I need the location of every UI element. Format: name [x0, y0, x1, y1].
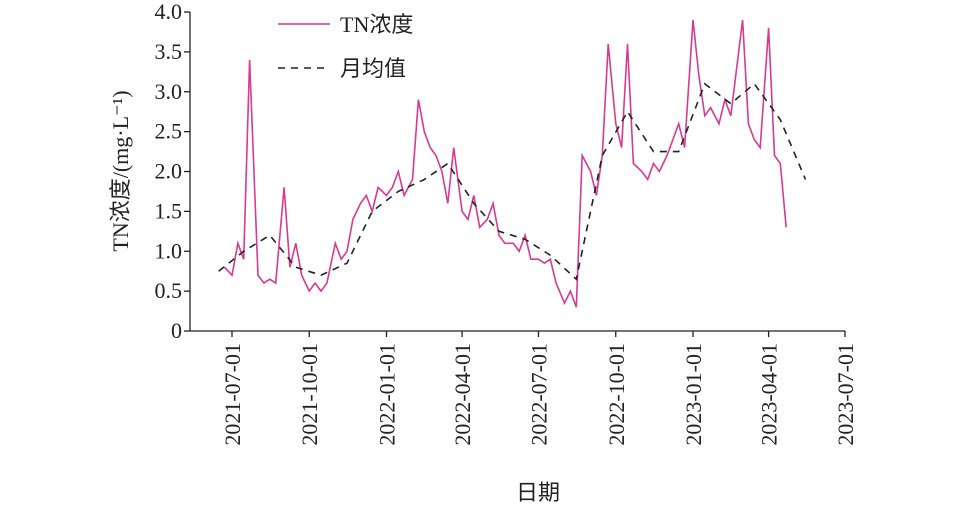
series-line — [218, 82, 807, 281]
y-tick-label: 1.0 — [155, 238, 183, 263]
y-tick-label: 3.5 — [155, 39, 183, 64]
x-tick-label: 2022-07-01 — [526, 343, 551, 446]
x-tick-label: 2023-07-01 — [833, 343, 858, 446]
x-axis-label: 日期 — [516, 480, 560, 505]
x-tick-label: 2022-10-01 — [604, 343, 629, 446]
x-tick-label: 2022-04-01 — [450, 343, 475, 446]
y-axis-label: TN浓度/(mg·L⁻¹) — [108, 90, 133, 251]
y-tick-label: 2.0 — [155, 159, 183, 184]
x-tick-label: 2023-01-01 — [681, 343, 706, 446]
y-tick-label: 1.5 — [155, 198, 183, 223]
legend-label: TN浓度 — [340, 12, 413, 37]
x-tick-label: 2023-04-01 — [757, 343, 782, 446]
x-tick-label: 2021-10-01 — [297, 343, 322, 446]
series-line — [223, 19, 787, 308]
legend-label: 月均值 — [340, 56, 406, 81]
y-tick-label: 3.0 — [155, 79, 183, 104]
x-tick-label: 2022-01-01 — [375, 343, 400, 446]
y-tick-label: 2.5 — [155, 119, 183, 144]
y-tick-label: 4.0 — [155, 0, 183, 24]
y-tick-label: 0.5 — [155, 278, 183, 303]
x-tick-label: 2021-07-01 — [220, 343, 245, 446]
y-tick-label: 0 — [171, 318, 182, 343]
